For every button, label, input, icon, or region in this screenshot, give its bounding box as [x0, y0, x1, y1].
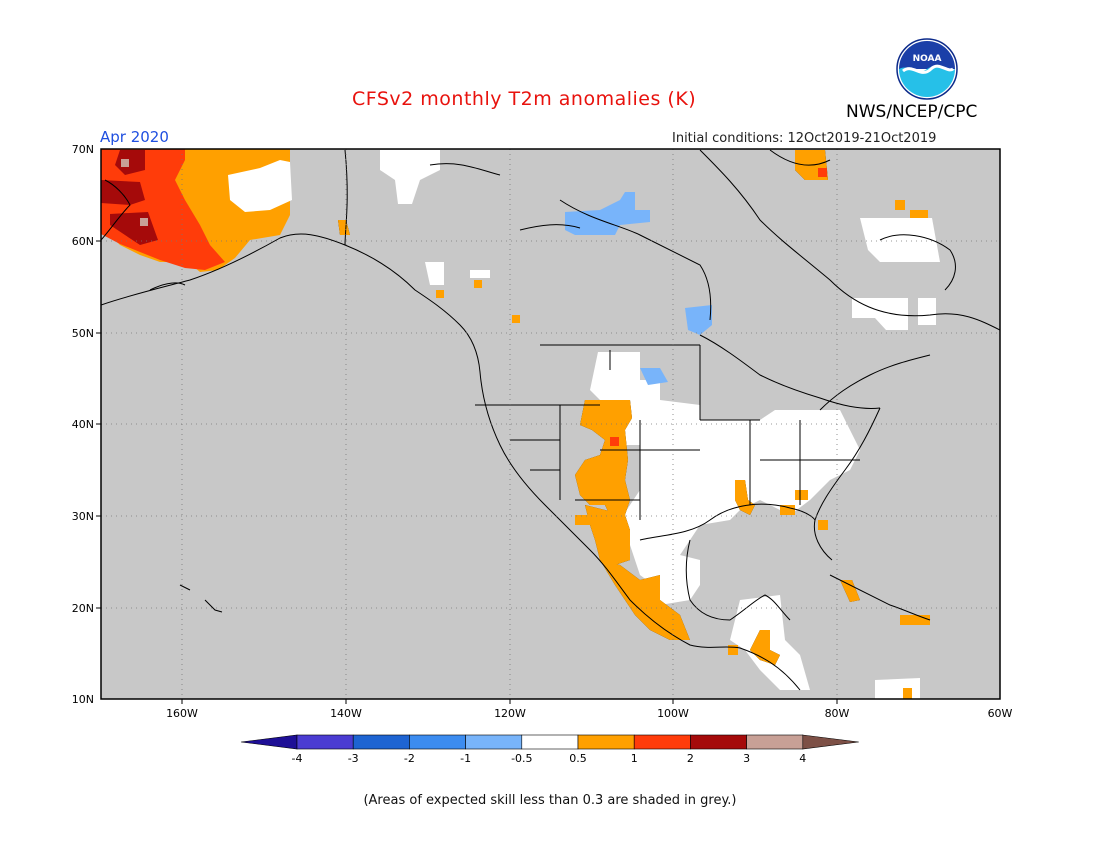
lat-label: 20N [72, 602, 94, 615]
lat-label: 70N [72, 143, 94, 156]
initial-conditions: Initial conditions: 12Oct2019-21Oct2019 [672, 131, 937, 146]
skill-footnote: (Areas of expected skill less than 0.3 a… [363, 793, 737, 808]
agency-label: NWS/NCEP/CPC [846, 102, 978, 122]
colorbar: -4 -3 -2 -1 -0.5 0.5 1 2 3 4 [240, 734, 859, 765]
forecast-month: Apr 2020 [100, 128, 169, 146]
colorbar-cell [409, 734, 466, 750]
lat-label: 40N [72, 418, 94, 431]
colorbar-label: -0.5 [511, 752, 532, 765]
gridlines [101, 149, 1000, 699]
colorbar-cell [296, 734, 354, 750]
lon-label: 100W [657, 707, 689, 720]
colorbar-cell [577, 734, 635, 750]
lon-label: 140W [330, 707, 362, 720]
colorbar-label: -4 [292, 752, 303, 765]
map-background [101, 149, 1000, 699]
chart-title: CFSv2 monthly T2m anomalies (K) [352, 88, 697, 110]
colorbar-label: -1 [460, 752, 471, 765]
colorbar-label: 4 [799, 752, 806, 765]
colorbar-cell [465, 734, 523, 750]
lat-axis: 70N 60N 50N 40N 30N 20N 10N [72, 143, 94, 706]
lat-label: 60N [72, 235, 94, 248]
lon-label: 80W [825, 707, 850, 720]
colorbar-label: 1 [631, 752, 638, 765]
lat-label: 10N [72, 693, 94, 706]
alaska-anomaly [101, 149, 292, 272]
colorbar-cell [690, 734, 747, 750]
lon-label: 60W [988, 707, 1013, 720]
colorbar-cell [352, 734, 410, 750]
lon-label: 160W [166, 707, 198, 720]
colorbar-arrow-low [240, 734, 298, 750]
coastlines [101, 149, 1000, 691]
noaa-logo-icon: NOAA [896, 38, 958, 100]
colorbar-label: -2 [404, 752, 415, 765]
colorbar-cell [521, 734, 579, 750]
colorbar-label: -3 [348, 752, 359, 765]
colorbar-cell [633, 734, 691, 750]
lat-label: 50N [72, 327, 94, 340]
colorbar-arrow-high [802, 734, 859, 750]
colorbar-cell [746, 734, 804, 750]
lon-axis: 160W 140W 120W 100W 80W 60W [166, 707, 1012, 720]
colorbar-label: 3 [743, 752, 750, 765]
negative-anomaly [565, 192, 712, 385]
colorbar-label: 0.5 [569, 752, 587, 765]
logo-text: NOAA [913, 54, 942, 64]
colorbar-label: 2 [687, 752, 694, 765]
lon-label: 120W [494, 707, 526, 720]
lat-label: 30N [72, 510, 94, 523]
